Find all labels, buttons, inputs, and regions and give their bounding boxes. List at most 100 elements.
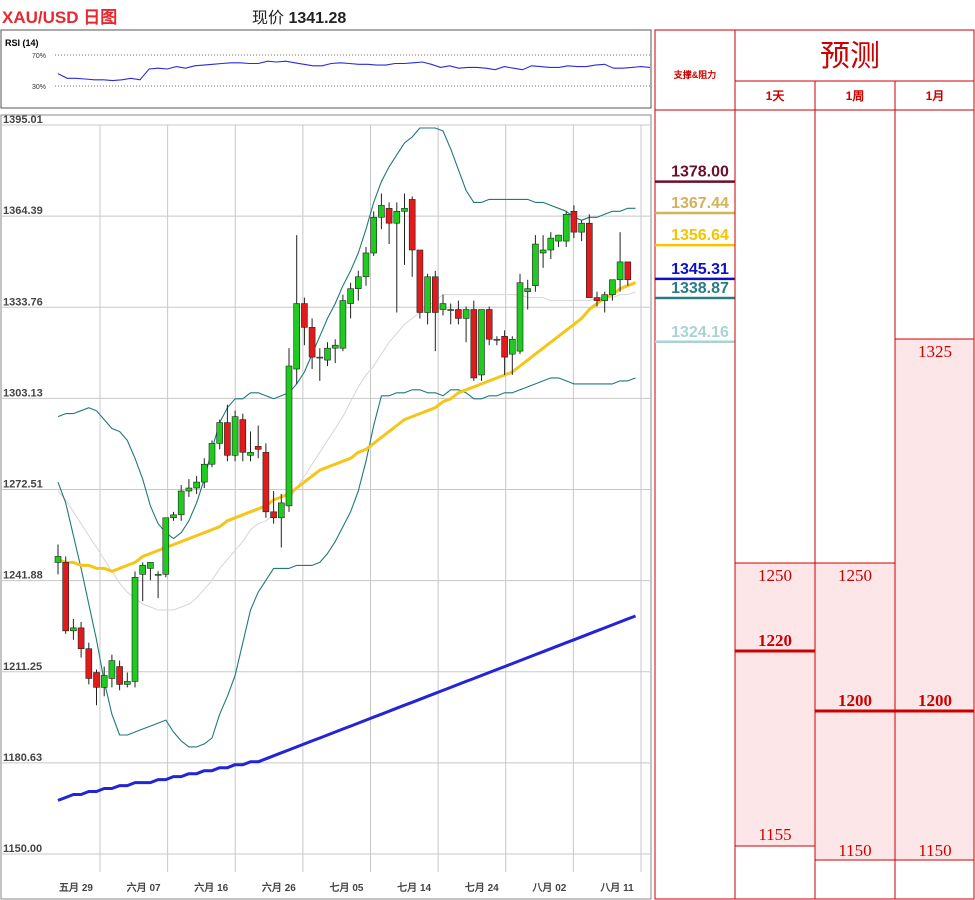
price-label: 现价 (252, 10, 285, 27)
candle (116, 660, 123, 691)
candle-body (154, 574, 162, 576)
forecast-week-high: 1250 (838, 566, 872, 585)
rsi-panel: RSI (14) 70% 30% (0, 29, 652, 109)
candle-body (478, 309, 485, 376)
candle-body (470, 309, 478, 379)
candle (501, 330, 508, 375)
candle-body (277, 502, 285, 519)
candle (70, 618, 77, 640)
forecast-col-day: 1天 (766, 89, 786, 103)
candle (393, 202, 401, 313)
candle-body (609, 279, 616, 295)
x-tick-label: 七月 05 (330, 881, 364, 894)
candle (262, 443, 270, 518)
candle (193, 476, 200, 494)
candle-body (362, 252, 370, 278)
candle-body (139, 565, 146, 575)
level-label: 1356.64 (671, 227, 729, 244)
candle-body (70, 627, 77, 632)
candle (331, 339, 339, 364)
candle (593, 291, 601, 307)
candle (54, 544, 62, 575)
candle-body (77, 627, 85, 649)
candle (339, 294, 347, 352)
candle-body (539, 249, 547, 254)
y-tick-label: 1180.63 (3, 752, 42, 764)
candle (455, 300, 462, 325)
candle-body (270, 511, 277, 519)
candle-body (439, 303, 447, 310)
candle (431, 270, 439, 352)
x-tick-label: 五月 29 (59, 882, 93, 894)
candle-body (339, 300, 347, 349)
candle (270, 491, 277, 524)
forecast-col-month: 1月 (926, 89, 945, 103)
candle-body (370, 216, 378, 254)
candle-body (308, 327, 316, 358)
candle (416, 249, 424, 319)
x-tick-label: 八月 02 (531, 882, 566, 894)
candle (562, 211, 570, 248)
candle-body (416, 249, 424, 313)
forecast-col-week: 1周 (846, 89, 865, 103)
candle (439, 294, 447, 316)
candle-body (347, 288, 354, 304)
candle (524, 279, 532, 310)
candle-body (354, 276, 362, 289)
candle (93, 669, 100, 706)
candle (532, 235, 539, 292)
candle-body (578, 222, 585, 233)
candle (208, 440, 216, 468)
candle-body (401, 208, 408, 212)
candle-body (93, 672, 100, 688)
forecast-week-mid: 1200 (838, 691, 872, 710)
series-line (57, 291, 636, 611)
rsi-70-label: 70% (32, 53, 46, 60)
candle-body (147, 562, 154, 569)
y-tick-label: 1241.88 (3, 570, 43, 582)
candle (447, 303, 455, 325)
y-tick-label: 1272.51 (3, 479, 43, 491)
candle-body (224, 422, 231, 456)
candle-body (547, 237, 555, 251)
candle-body (593, 297, 601, 301)
forecast-day-mid: 1220 (758, 631, 792, 650)
candle-body (100, 675, 108, 688)
candle (570, 205, 578, 239)
candle (347, 282, 354, 319)
candle (201, 458, 208, 489)
candle-body (616, 261, 624, 281)
candle-body (393, 211, 401, 224)
indicator-lines (57, 127, 637, 802)
candle-body (508, 338, 516, 355)
candle (177, 485, 185, 521)
candle-body (532, 243, 539, 287)
candle (316, 348, 324, 381)
candle (324, 342, 331, 367)
y-tick-label: 1364.39 (3, 205, 43, 217)
candle (231, 410, 239, 462)
candle-body (524, 288, 532, 292)
y-tick-label: 1211.25 (3, 661, 42, 673)
candle-body (262, 452, 270, 513)
forecast-title: 预测 (820, 39, 880, 74)
candle (624, 261, 632, 286)
rsi-label: RSI (14) (5, 38, 39, 48)
candle (85, 642, 93, 685)
x-tick-label: 八月 11 (599, 882, 634, 894)
candle-body (408, 199, 416, 251)
candle-body (516, 282, 524, 352)
candle (555, 234, 562, 248)
candle (470, 300, 478, 381)
candle (401, 193, 408, 265)
x-tick-label: 六月 16 (194, 881, 228, 894)
candle-body (170, 514, 177, 519)
candle (585, 214, 593, 298)
x-tick-label: 七月 24 (465, 881, 499, 894)
candle (308, 318, 316, 370)
candle (370, 211, 378, 256)
forecast-shade-month (895, 339, 974, 860)
y-tick-label: 1395.01 (3, 114, 43, 126)
candle (408, 196, 416, 277)
